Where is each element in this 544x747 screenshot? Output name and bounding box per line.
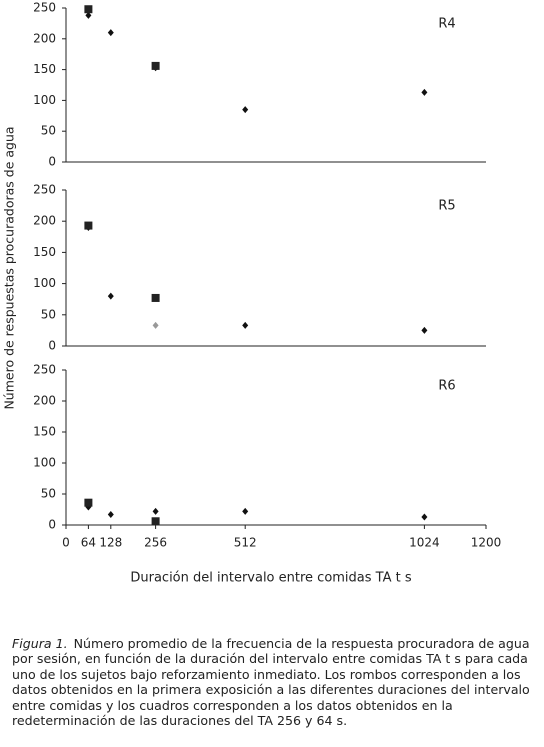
square-point — [151, 293, 160, 302]
panel-label: R6 — [438, 379, 455, 394]
y-tick-label: 50 — [41, 487, 56, 501]
diamond-point — [107, 292, 114, 300]
y-tick-label: 150 — [33, 245, 56, 259]
diamond-point — [421, 513, 428, 521]
y-tick-label: 250 — [33, 183, 56, 197]
y-tick-label: 100 — [33, 93, 56, 107]
y-tick-label: 0 — [48, 339, 56, 353]
square-point — [84, 5, 93, 14]
y-tick-label: 100 — [33, 456, 56, 470]
x-tick-label: 1200 — [471, 536, 502, 550]
y-tick-label: 0 — [48, 518, 56, 532]
diamond-point — [152, 321, 159, 329]
square-point — [84, 498, 93, 507]
panel-label: R5 — [438, 199, 455, 214]
diamond-point — [107, 29, 114, 37]
caption: Figura 1. Número promedio de la frecuenci… — [12, 636, 534, 728]
caption-label: Figura 1. — [12, 636, 68, 651]
diamond-point — [85, 11, 92, 19]
x-tick-label: 512 — [234, 536, 257, 550]
diamond-point — [421, 326, 428, 334]
y-tick-label: 200 — [33, 31, 56, 45]
x-tick-label: 1024 — [409, 536, 440, 550]
y-tick-label: 150 — [33, 62, 56, 76]
y-tick-label: 200 — [33, 394, 56, 408]
diamond-point — [242, 321, 249, 329]
square-point — [151, 61, 160, 70]
y-tick-label: 250 — [33, 1, 56, 15]
y-tick-label: 50 — [41, 124, 56, 138]
y-tick-label: 150 — [33, 425, 56, 439]
x-tick-label: 0 — [62, 536, 70, 550]
y-tick-label: 0 — [48, 155, 56, 169]
y-tick-label: 250 — [33, 363, 56, 377]
x-tick-label: 256 — [144, 536, 167, 550]
y-tick-label: 100 — [33, 276, 56, 290]
diamond-point — [152, 507, 159, 515]
x-axis-label: Duración del intervalo entre comidas TA … — [130, 571, 411, 586]
y-tick-label: 200 — [33, 214, 56, 228]
x-tick-label: 128 — [99, 536, 122, 550]
diamond-point — [421, 88, 428, 96]
chart: 0 50 100 150 200 250 R4 0 50 100 150 200 250 R5 Número… — [2, 1, 502, 586]
y-axis-label: Número de respuestas procuradoras de agu… — [2, 126, 17, 409]
panel-label: R4 — [438, 17, 455, 32]
caption-text: Número promedio de la frecuencia de la r… — [12, 636, 530, 729]
square-point — [84, 221, 93, 230]
square-point — [151, 517, 160, 526]
diamond-point — [242, 106, 249, 114]
x-tick-label: 64 — [81, 536, 96, 550]
diamond-point — [107, 510, 114, 518]
y-tick-label: 50 — [41, 307, 56, 321]
diamond-point — [242, 507, 249, 515]
